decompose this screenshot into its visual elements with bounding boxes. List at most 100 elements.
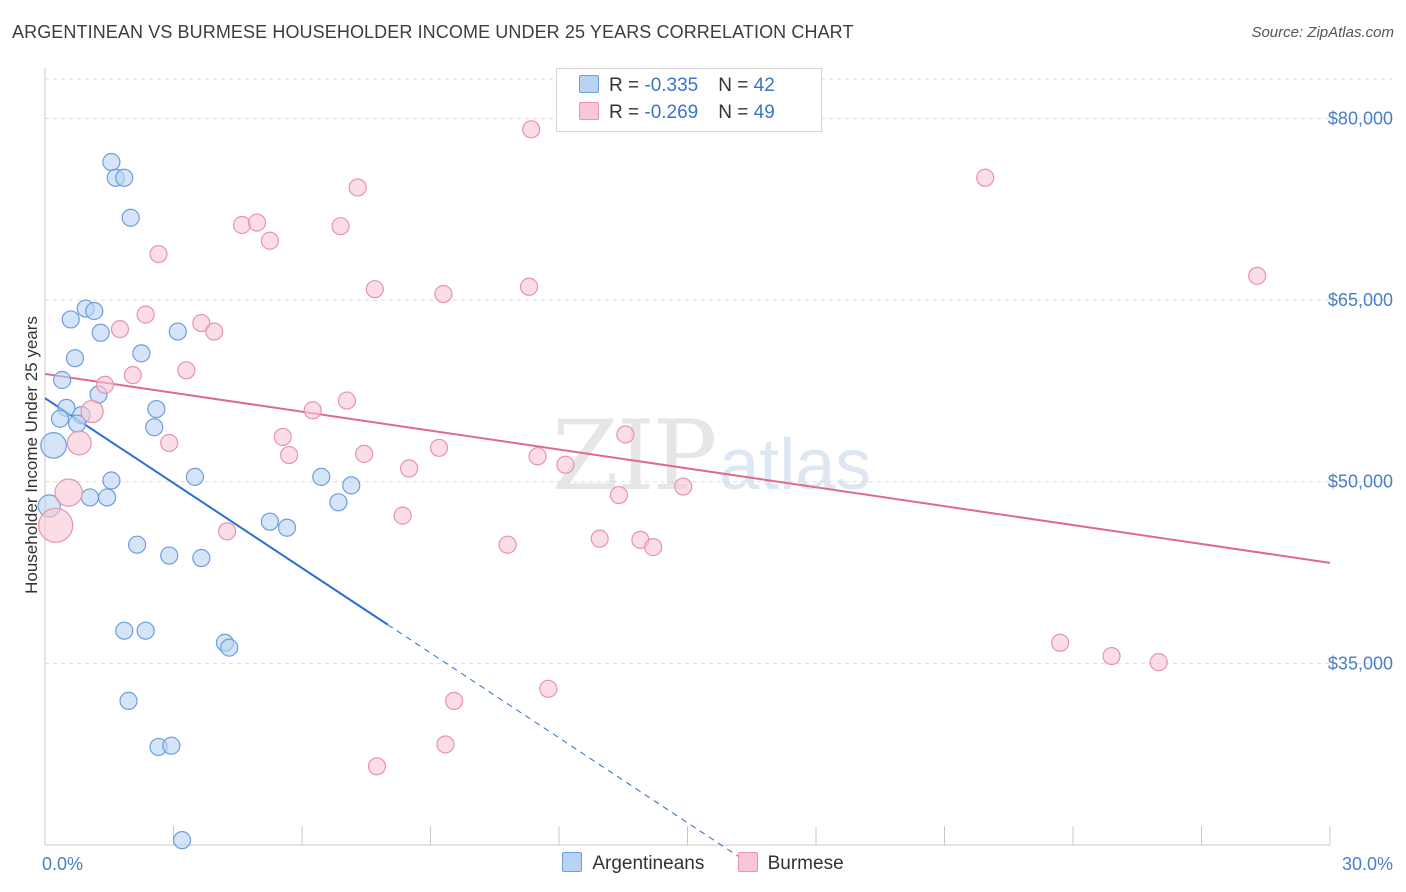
trend-line-argentineans-extension [387,624,744,860]
point-burmese [260,231,279,250]
point-burmese [80,399,104,424]
point-argentineans [132,344,151,363]
point-burmese [205,322,224,341]
chart-title: ARGENTINEAN VS BURMESE HOUSEHOLDER INCOM… [12,22,854,42]
x-tick-label-max: 30.0% [1342,854,1393,874]
legend-r-value: -0.335 [644,75,699,96]
point-burmese [160,433,179,453]
point-argentineans [65,349,85,368]
point-burmese [609,485,629,505]
trend-lines [44,372,1331,860]
point-burmese [976,168,995,187]
y-tick-label: $50,000 [1328,472,1393,492]
series-label-burmese: Burmese [767,853,844,874]
point-burmese [399,459,419,478]
point-argentineans [40,432,67,459]
grid-lines [45,78,1392,664]
point-argentineans [220,638,239,657]
series-swatch-argentineans [562,852,583,872]
point-burmese [177,361,196,380]
watermark-zip: ZIP [552,400,717,512]
axis-labels: $35,000 $50,000 $65,000 $80,000 0.0% 30.0% Hou… [22,108,1393,874]
point-argentineans [136,621,155,640]
point-argentineans [329,493,348,512]
legend-n-value: 42 [753,75,775,96]
y-tick-label: $65,000 [1328,290,1393,310]
point-argentineans [102,471,121,490]
point-burmese [247,213,267,232]
legend-n-label: N = [718,75,754,96]
legend-row-burmese: R = -0.269 N = 49 [579,102,775,126]
point-burmese [539,679,558,698]
series-swatch-burmese [737,852,758,872]
point-argentineans [147,399,166,419]
correlation-legend: R = -0.335 N = 42 R = -0.269 N = 49 [556,68,822,132]
point-burmese [429,438,449,457]
legend-n-value: 49 [753,102,775,123]
point-argentineans [53,370,72,390]
point-burmese [1102,646,1121,666]
point-burmese [303,401,322,420]
point-argentineans [85,301,104,321]
y-axis-label: Householder Income Under 25 years [22,316,41,594]
point-burmese [556,455,575,474]
point-burmese [337,391,357,410]
point-argentineans [192,548,211,568]
point-argentineans [145,418,164,437]
legend-r-label: R = [609,75,645,96]
series-legend-argentineans[interactable]: Argentineans [562,852,704,875]
point-burmese [590,529,609,548]
point-burmese [1248,266,1267,285]
series-label-argentineans: Argentineans [592,853,705,874]
series-legend-burmese[interactable]: Burmese [737,852,844,875]
point-burmese [331,217,350,236]
point-argentineans [102,152,121,172]
trend-line-burmese [44,372,1331,564]
point-burmese [110,320,130,339]
y-tick-label: $80,000 [1328,108,1393,128]
point-argentineans [342,476,361,495]
x-tick-label-min: 0.0% [42,854,83,874]
legend-r-value: -0.269 [644,102,699,123]
point-argentineans [127,535,147,554]
point-burmese [644,538,663,557]
point-burmese [348,178,367,197]
point-burmese [367,757,387,776]
point-burmese [434,284,453,304]
point-argentineans [172,831,192,850]
point-burmese [95,375,115,394]
point-burmese [192,313,211,333]
legend-swatch-argentineans [579,75,599,93]
source-label: Source: ZipAtlas.com [1251,24,1394,41]
point-argentineans [168,322,187,341]
watermark: ZIPatlas [552,400,871,512]
point-burmese [528,447,547,466]
point-burmese [66,430,92,456]
point-burmese [38,507,74,543]
point-argentineans [121,208,140,227]
point-burmese [1051,633,1070,652]
point-burmese [232,215,252,235]
point-burmese [674,477,693,496]
point-burmese [444,691,464,710]
point-argentineans [80,488,100,507]
legend-r-label: R = [609,102,645,123]
point-burmese [54,478,83,507]
point-burmese [616,425,635,444]
point-argentineans [98,488,117,507]
point-argentineans [61,310,80,329]
legend-swatch-burmese [579,102,599,120]
point-argentineans [91,323,110,342]
point-argentineans [185,467,205,486]
point-argentineans [162,736,181,755]
point-burmese [436,735,455,754]
point-argentineans [160,546,179,565]
point-argentineans [50,409,70,428]
point-argentineans [277,518,297,537]
point-burmese [123,366,142,385]
point-burmese [365,280,384,299]
point-burmese [519,277,539,296]
point-argentineans [115,621,134,640]
point-burmese [393,506,412,525]
